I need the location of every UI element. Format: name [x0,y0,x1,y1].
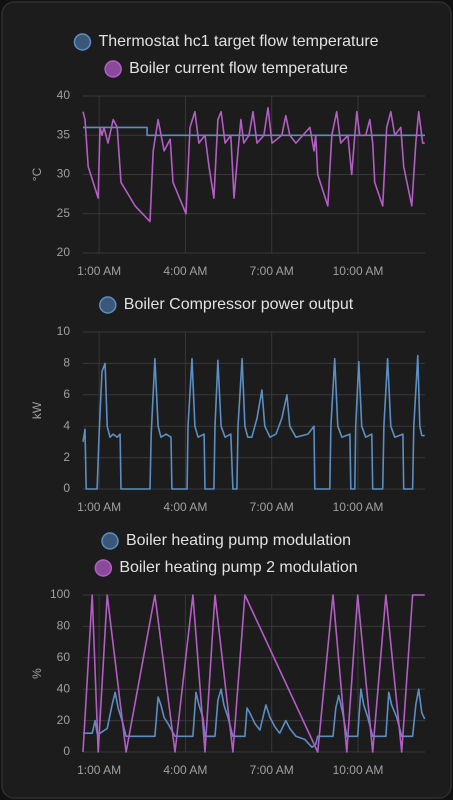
y-tick-label: 4 [63,418,70,432]
x-tick-label: 7:00 AM [250,763,294,777]
x-tick-label: 4:00 AM [163,500,207,514]
y-tick-label: 100 [50,587,70,601]
legend-label: Boiler current flow temperature [129,60,348,77]
legend-item: Boiler current flow temperature [104,60,348,78]
y-tick-label: 20 [57,245,71,259]
y-tick-label: 10 [57,324,71,338]
y-axis-title: °C [30,167,44,181]
y-tick-label: 6 [63,387,70,401]
data-line [82,354,425,490]
legend-item: Boiler heating pump 2 modulation [94,559,358,577]
x-tick-label: 7:00 AM [250,264,294,278]
y-tick-label: 40 [57,681,71,695]
y-tick-label: 20 [57,713,71,727]
legend-label: Boiler heating pump 2 modulation [119,559,357,576]
x-tick-label: 1:00 AM [77,500,121,514]
y-tick-label: 40 [57,88,71,102]
legend-swatch [99,296,117,314]
y-axis-title: % [30,668,44,679]
legend-swatch [73,33,92,51]
y-tick-label: 2 [63,450,70,464]
legend-swatch [101,532,119,550]
y-axis-title: kW [30,401,44,419]
legend-label: Boiler Compressor power output [124,296,354,313]
legend-item: Boiler heating pump modulation [101,532,351,550]
legend-item: Thermostat hc1 target flow temperature [73,33,379,51]
x-tick-label: 10:00 AM [333,264,384,278]
legend-label: Boiler heating pump modulation [126,532,351,549]
y-tick-label: 35 [57,127,71,141]
x-tick-label: 4:00 AM [163,763,207,777]
y-tick-label: 30 [57,167,71,181]
y-tick-label: 8 [63,356,70,370]
x-tick-label: 1:00 AM [77,264,121,278]
y-tick-label: 80 [57,619,71,633]
legend-swatch [94,559,113,577]
x-tick-label: 10:00 AM [333,500,384,514]
x-tick-label: 7:00 AM [250,500,294,514]
legend-item: Boiler Compressor power output [99,296,354,314]
y-tick-label: 0 [63,744,70,758]
legend-swatch [104,60,122,78]
legend-label: Thermostat hc1 target flow temperature [98,33,378,50]
y-tick-label: 60 [57,650,71,664]
y-tick-label: 25 [57,206,71,220]
data-line [82,594,425,753]
x-tick-label: 10:00 AM [333,763,384,777]
y-tick-label: 0 [63,481,70,495]
x-tick-label: 1:00 AM [77,763,121,777]
x-tick-label: 4:00 AM [163,264,207,278]
data-line [83,126,425,137]
data-line [82,107,425,223]
